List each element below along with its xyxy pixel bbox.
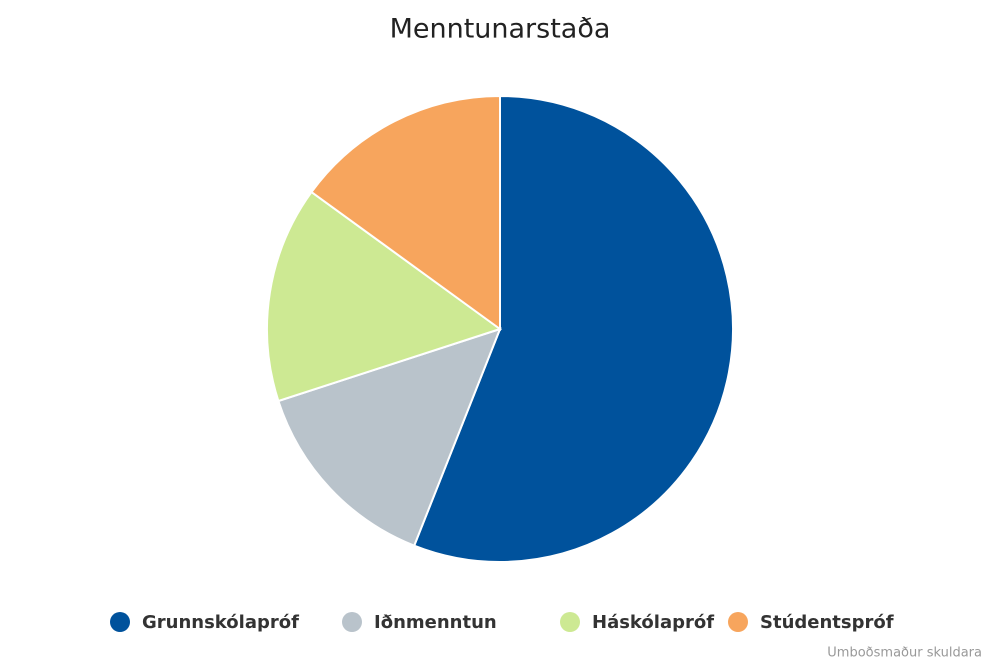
legend-label: Grunnskólapróf	[142, 612, 299, 633]
pie-slice	[412, 94, 734, 563]
legend-label: Stúdentspróf	[760, 612, 894, 633]
legend-label: Háskólapróf	[592, 612, 714, 633]
credit: Umboðsmaður skuldara	[827, 646, 982, 661]
legend-marker	[728, 612, 748, 632]
legend-label: Iðnmenntun	[374, 612, 497, 633]
legend-marker	[560, 612, 580, 632]
pie-slice	[310, 94, 501, 331]
legend-marker	[342, 612, 362, 632]
legend-marker	[110, 612, 130, 632]
pie-slice	[266, 190, 503, 403]
chart-title: Menntunarstaða	[390, 14, 611, 45]
